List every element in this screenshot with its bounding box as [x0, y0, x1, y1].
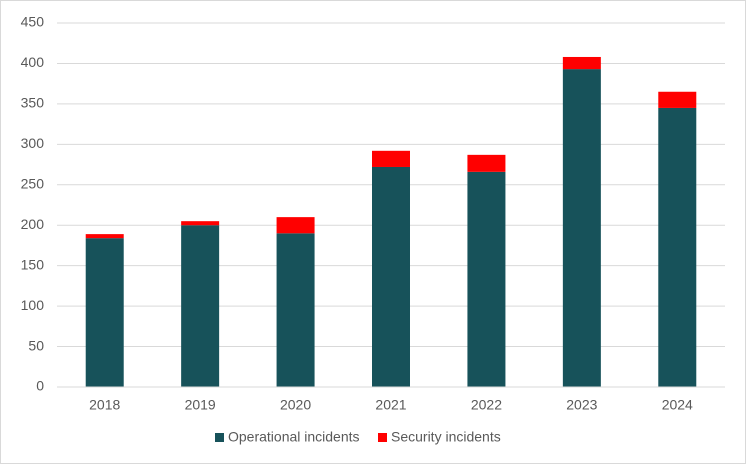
bar-segment [467, 154, 506, 172]
bar-segment [276, 217, 315, 234]
legend-label: Operational incidents [228, 429, 360, 445]
bar-segment [372, 150, 410, 167]
x-tick-label: 2019 [185, 397, 216, 413]
legend-swatch [378, 433, 387, 442]
bar-segment [85, 238, 124, 387]
y-tick-label: 250 [21, 175, 45, 191]
y-tick-label: 450 [21, 14, 45, 30]
y-tick-label: 0 [36, 378, 44, 394]
x-tick-label: 2018 [89, 397, 120, 413]
bar-segment [562, 56, 601, 70]
y-tick-label: 200 [21, 216, 45, 232]
bar-segment [372, 166, 410, 387]
bar-segment [181, 221, 220, 226]
y-tick-label: 350 [21, 95, 45, 111]
bar-segment [562, 69, 601, 388]
x-tick-label: 2024 [662, 397, 693, 413]
y-tick-label: 50 [28, 337, 44, 353]
legend-swatch [215, 433, 224, 442]
x-tick-label: 2021 [375, 397, 406, 413]
x-tick-label: 2020 [280, 397, 311, 413]
y-tick-label: 400 [21, 54, 45, 70]
bar-segment [658, 91, 697, 108]
x-tick-label: 2023 [566, 397, 597, 413]
legend-label: Security incidents [391, 429, 501, 445]
x-tick-label: 2022 [471, 397, 502, 413]
y-tick-label: 150 [21, 256, 45, 272]
bar-segment [658, 107, 697, 387]
bar-segment [467, 171, 506, 387]
y-tick-label: 100 [21, 297, 45, 313]
bar-segment [276, 233, 315, 387]
bar-segment [85, 234, 124, 239]
bar-segment [181, 225, 220, 387]
y-tick-label: 300 [21, 135, 45, 151]
